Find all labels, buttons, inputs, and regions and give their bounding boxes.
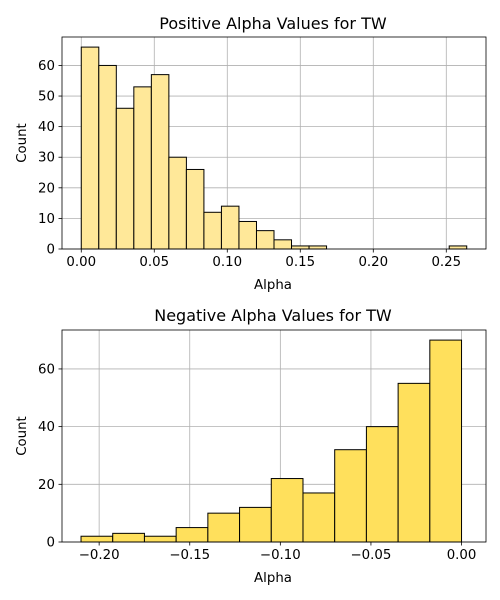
histogram-bar <box>133 86 152 250</box>
x-tick-label: −0.05 <box>351 548 392 563</box>
histogram-bar <box>365 426 399 543</box>
histogram-bar <box>207 512 241 543</box>
x-tick-label: −0.20 <box>79 548 120 563</box>
histogram-bar <box>273 239 293 250</box>
y-tick-label: 0 <box>47 536 55 551</box>
histogram-bar <box>448 245 468 250</box>
x-tick-label: 0.00 <box>447 548 477 563</box>
y-tick-label: 20 <box>38 478 55 493</box>
histogram-bars <box>80 46 468 250</box>
histogram-bar <box>308 245 328 250</box>
histogram-bar <box>175 527 209 543</box>
x-axis-label: Alpha <box>254 278 292 293</box>
y-axis-label: Count <box>15 123 30 163</box>
y-tick-label: 60 <box>38 362 55 377</box>
y-tick-label: 0 <box>47 243 55 258</box>
x-tick-label: 0.10 <box>212 255 242 270</box>
histogram-bar <box>80 535 114 543</box>
plot-frame <box>61 329 487 543</box>
histogram-bar <box>238 220 257 250</box>
x-axis-label: Alpha <box>254 571 292 586</box>
y-tick-label: 60 <box>38 59 55 74</box>
histogram-bar <box>334 449 367 543</box>
histogram-bar <box>291 245 310 250</box>
histogram-bar <box>302 492 336 543</box>
histogram-bar <box>270 478 304 543</box>
x-tick-label: 0.00 <box>66 255 96 270</box>
chart-title: Positive Alpha Values for TW <box>159 14 387 33</box>
plot-frame <box>61 36 487 250</box>
histogram-bar <box>112 532 145 543</box>
histogram-bar <box>255 230 275 250</box>
negative-alpha-histogram: Negative Alpha Values for TW −0.20 −0.15−… <box>15 306 487 586</box>
histogram-bar <box>429 339 463 543</box>
histogram-bar <box>80 46 100 250</box>
axis-ticks: 0.00 0.05 0.10 0.15 0.20 0.25 0 10 20 30 40 50 60 <box>38 59 461 270</box>
histogram-bar <box>239 506 272 543</box>
x-tick-label: 0.05 <box>139 255 169 270</box>
histogram-bar <box>143 535 177 543</box>
y-tick-label: 40 <box>38 120 55 135</box>
y-tick-label: 40 <box>38 420 55 435</box>
x-tick-label: 0.25 <box>431 255 461 270</box>
y-tick-label: 10 <box>38 212 55 227</box>
histogram-bar <box>185 168 205 250</box>
x-tick-label: −0.15 <box>169 548 210 563</box>
axis-ticks: −0.20 −0.15 −0.10 −0.05 0.00 0 20 40 60 <box>38 362 476 563</box>
y-tick-label: 20 <box>38 181 55 196</box>
histogram-bar <box>220 205 240 250</box>
histogram-bar <box>203 211 222 250</box>
positive-alpha-histogram: Positive Alpha Values for TW 0.00 0.05 0.1… <box>15 14 487 293</box>
x-tick-label: −0.10 <box>260 548 301 563</box>
histogram-bar <box>397 382 431 543</box>
chart-title: Negative Alpha Values for TW <box>154 306 392 325</box>
x-tick-label: 0.15 <box>285 255 315 270</box>
y-tick-label: 30 <box>38 151 55 166</box>
histogram-bar <box>168 156 187 250</box>
histogram-bar <box>150 74 170 250</box>
histogram-bar <box>115 107 135 250</box>
y-tick-label: 50 <box>38 90 55 105</box>
histogram-bar <box>98 64 117 250</box>
y-axis-label: Count <box>15 416 30 456</box>
x-tick-label: 0.20 <box>358 255 388 270</box>
